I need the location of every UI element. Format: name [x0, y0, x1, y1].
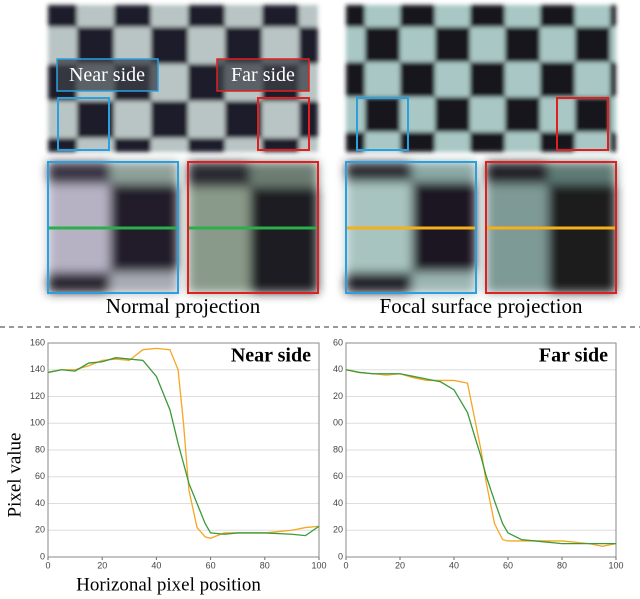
y-tick-label: 20	[35, 525, 45, 535]
data-line	[47, 347, 320, 539]
y-tick-label: 160	[30, 337, 45, 347]
y-tick-label: 60	[35, 471, 45, 481]
x-tick-label: 0	[343, 560, 348, 570]
photo-focal	[346, 5, 616, 152]
y-tick-label: 20	[333, 391, 343, 401]
x-tick-label: 80	[260, 560, 270, 570]
x-tick-label: 40	[151, 560, 161, 570]
x-tick-label: 0	[45, 560, 50, 570]
photo-normal: Near side Far side	[48, 5, 318, 152]
zoom-panels	[47, 161, 617, 294]
x-tick-label: 60	[503, 560, 513, 570]
y-tick-label: 60	[333, 471, 343, 481]
y-axis-label: Pixel value	[4, 433, 25, 518]
y-tick-label: 40	[333, 498, 343, 508]
y-tick-label: 00	[333, 418, 343, 428]
x-tick-label: 20	[395, 560, 405, 570]
y-tick-label: 40	[35, 498, 45, 508]
x-tick-label: 60	[206, 560, 216, 570]
y-tick-label: 80	[333, 444, 343, 454]
caption: Normal projection	[106, 294, 261, 318]
y-tick-label: 20	[333, 525, 343, 535]
x-tick-label: 100	[608, 560, 623, 570]
data-line	[47, 357, 320, 537]
caption: Focal surface projection	[380, 294, 583, 318]
y-tick-label: 40	[333, 364, 343, 374]
chart-title: Near side	[231, 345, 311, 367]
photo-label: Near side	[69, 64, 145, 86]
data-line	[345, 369, 617, 547]
x-tick-label: 80	[557, 560, 567, 570]
charts: 0 20 40 60 80 100 120 140 160 0 20 40 60 80 100 Near si…	[4, 337, 623, 595]
x-tick-label: 20	[97, 560, 107, 570]
plot-frame	[345, 342, 617, 558]
y-tick-label: 0	[40, 551, 45, 561]
y-tick-label: 60	[333, 337, 343, 347]
y-tick-label: 120	[30, 391, 45, 401]
y-tick-label: 100	[30, 418, 45, 428]
x-axis-label: Horizonal pixel position	[76, 574, 261, 595]
y-tick-label: 140	[30, 364, 45, 374]
x-tick-label: 40	[449, 560, 459, 570]
plot-frame	[47, 342, 320, 558]
y-tick-label: 0	[338, 551, 343, 561]
chart-title: Far side	[539, 345, 608, 367]
x-tick-label: 100	[311, 560, 326, 570]
data-line	[345, 369, 616, 545]
photo-label: Far side	[231, 64, 295, 86]
y-tick-label: 80	[35, 444, 45, 454]
